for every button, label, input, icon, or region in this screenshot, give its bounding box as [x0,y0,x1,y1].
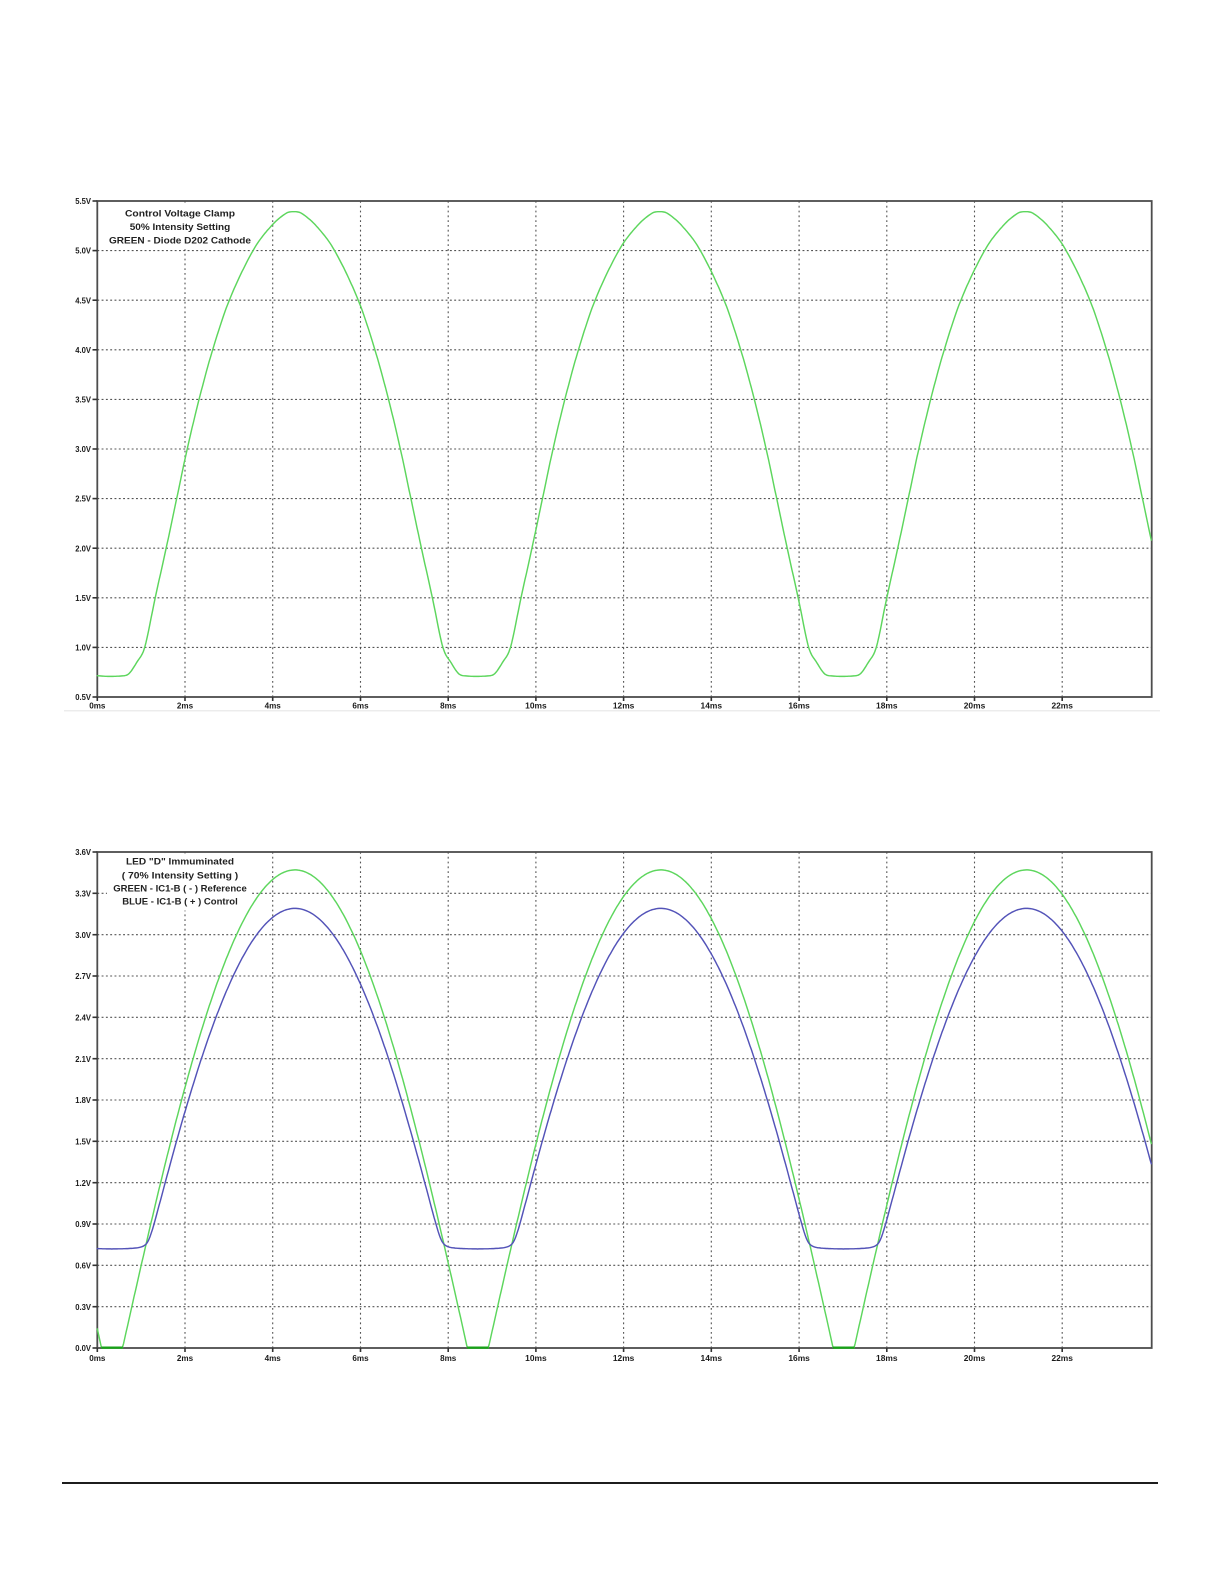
svg-text:0.0V: 0.0V [75,1343,91,1353]
svg-text:1.0V: 1.0V [75,643,91,653]
svg-text:50% Intensity Setting: 50% Intensity Setting [130,222,231,233]
svg-text:2.0V: 2.0V [75,543,91,553]
svg-text:0.6V: 0.6V [75,1260,91,1270]
svg-text:20ms: 20ms [964,701,986,711]
svg-text:2.7V: 2.7V [75,971,91,981]
svg-text:3.0V: 3.0V [75,930,91,940]
svg-text:18ms: 18ms [876,1353,898,1363]
svg-text:GREEN - IC1-B ( - ) Reference: GREEN - IC1-B ( - ) Reference [113,884,247,895]
svg-text:10ms: 10ms [525,1353,547,1363]
svg-text:10ms: 10ms [525,701,547,711]
svg-text:6ms: 6ms [352,1353,368,1363]
svg-text:1.5V: 1.5V [75,593,91,603]
svg-text:18ms: 18ms [876,701,898,711]
svg-text:0.5V: 0.5V [75,692,91,702]
svg-text:5.0V: 5.0V [75,246,91,256]
svg-text:1.8V: 1.8V [75,1095,91,1105]
svg-text:0ms: 0ms [89,1353,105,1363]
svg-text:( 70% Intensity Setting ): ( 70% Intensity Setting ) [122,871,239,882]
svg-text:4.0V: 4.0V [75,345,91,355]
svg-text:3.6V: 3.6V [75,847,91,857]
svg-text:6ms: 6ms [352,701,368,711]
svg-text:14ms: 14ms [701,1353,723,1363]
svg-text:16ms: 16ms [788,1353,810,1363]
svg-text:Control Voltage Clamp: Control Voltage Clamp [125,209,235,220]
svg-text:0ms: 0ms [89,701,105,711]
svg-text:8ms: 8ms [440,1353,456,1363]
svg-text:16ms: 16ms [788,701,810,711]
svg-text:2.5V: 2.5V [75,494,91,504]
svg-text:1.5V: 1.5V [75,1136,91,1146]
svg-text:2ms: 2ms [177,701,193,711]
svg-text:8ms: 8ms [440,701,456,711]
svg-text:BLUE - IC1-B ( + ) Control: BLUE - IC1-B ( + ) Control [122,897,238,908]
svg-text:4ms: 4ms [265,1353,281,1363]
svg-text:4ms: 4ms [265,701,281,711]
svg-text:22ms: 22ms [1051,701,1073,711]
svg-text:3.0V: 3.0V [75,444,91,454]
svg-text:2.1V: 2.1V [75,1054,91,1064]
svg-text:0.9V: 0.9V [75,1219,91,1229]
svg-text:LED "D" Immuminated: LED "D" Immuminated [126,857,234,868]
svg-text:1.2V: 1.2V [75,1178,91,1188]
svg-text:12ms: 12ms [613,1353,635,1363]
svg-text:12ms: 12ms [613,701,635,711]
svg-text:14ms: 14ms [701,701,723,711]
svg-text:4.5V: 4.5V [75,295,91,305]
svg-text:20ms: 20ms [964,1353,986,1363]
svg-text:GREEN - Diode D202 Cathode: GREEN - Diode D202 Cathode [109,236,251,247]
svg-text:0.3V: 0.3V [75,1302,91,1312]
svg-text:2ms: 2ms [177,1353,193,1363]
svg-text:3.3V: 3.3V [75,888,91,898]
svg-text:2.4V: 2.4V [75,1012,91,1022]
svg-text:5.5V: 5.5V [75,196,91,206]
svg-text:22ms: 22ms [1051,1353,1073,1363]
svg-text:3.5V: 3.5V [75,395,91,405]
